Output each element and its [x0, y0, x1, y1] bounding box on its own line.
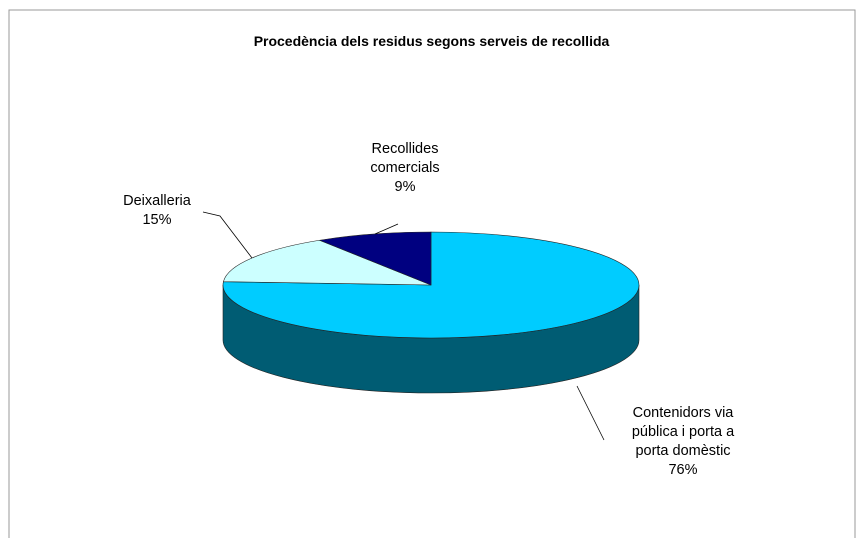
chart-title: Procedència dels residus segons serveis … — [253, 33, 610, 49]
slice — [318, 231, 432, 286]
leader-line — [576, 385, 605, 441]
slice — [222, 231, 640, 339]
slice-label: Recollides comercials — [370, 141, 440, 176]
slice-value-label: 76% — [668, 462, 698, 478]
chart-frame — [8, 9, 856, 538]
slice-label: Deixalleria — [123, 193, 191, 209]
slice-label: Contenidors via pública i porta a porta … — [631, 405, 735, 459]
leader-line — [202, 211, 253, 259]
slice-value-label: 9% — [394, 179, 416, 195]
leader-line — [374, 223, 399, 235]
slice — [223, 239, 432, 286]
slice-value-label: 15% — [142, 212, 172, 228]
